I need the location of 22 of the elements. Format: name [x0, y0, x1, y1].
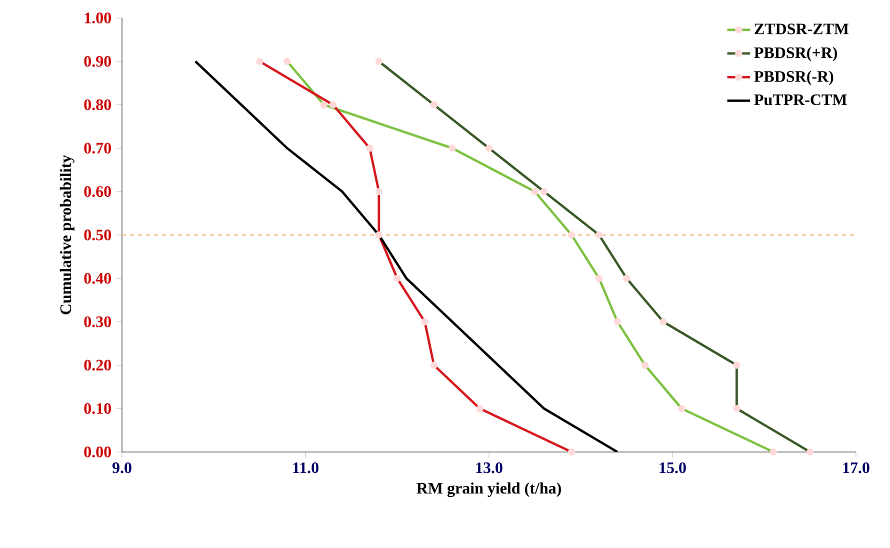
x-tick-label: 11.0 — [293, 462, 318, 474]
y-tick-label: 0.90 — [84, 56, 111, 67]
x-tick-label: 15.0 — [660, 462, 686, 474]
y-tick-label: 0.20 — [84, 360, 111, 371]
legend-label: PBDSR(-R) — [754, 70, 834, 86]
legend-label: PBDSR(+R) — [754, 46, 837, 62]
legend-label: PuTPR-CTM — [754, 94, 847, 106]
x-axis-title: RM grain yield (t/ha) — [416, 482, 561, 498]
y-tick-label: 0.30 — [84, 316, 111, 328]
y-tick-label: 0.40 — [84, 272, 111, 284]
y-tick-label: 0.50 — [84, 230, 111, 240]
y-tick-label: 0.70 — [84, 142, 111, 154]
y-tick-label: 1.00 — [84, 12, 111, 24]
y-tick-label: 0.80 — [84, 99, 111, 110]
legend-label: ZTDSR-ZTM — [754, 24, 849, 34]
x-tick-label: 9.0 — [112, 462, 132, 474]
y-tick-label: 0.10 — [84, 403, 111, 414]
x-tick-label: 17.0 — [843, 462, 870, 474]
y-tick-label: 0.00 — [84, 446, 111, 458]
y-tick-label: 0.60 — [84, 186, 111, 198]
y-axis-title: Cumulative probability — [60, 155, 74, 314]
x-tick-label: 13.0 — [476, 462, 502, 474]
